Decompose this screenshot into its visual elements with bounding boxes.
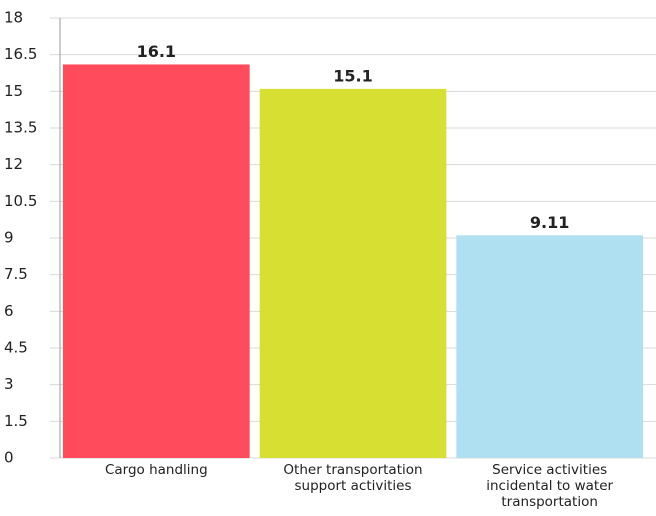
bar	[259, 88, 447, 458]
bar	[63, 64, 250, 458]
y-tick-label: 9	[4, 229, 14, 247]
value-label: 16.1	[137, 42, 176, 61]
y-tick-label: 1.5	[4, 412, 28, 430]
x-tick-label: Service activities incidental to water t…	[486, 462, 614, 510]
value-label: 15.1	[333, 66, 372, 85]
x-tick-label: Other transportation support activities	[283, 462, 423, 494]
y-tick-label: 4.5	[4, 339, 28, 357]
y-tick-label: 18	[4, 9, 23, 27]
value-label: 9.11	[530, 213, 569, 232]
y-tick-label: 13.5	[4, 119, 37, 137]
y-tick-label: 12	[4, 155, 23, 173]
x-tick-label: Cargo handling	[104, 462, 208, 478]
y-tick-label: 10.5	[4, 192, 37, 210]
y-tick-label: 3	[4, 375, 14, 393]
y-tick-label: 7.5	[4, 265, 28, 283]
y-tick-label: 0	[4, 449, 14, 467]
y-tick-label: 6	[4, 302, 14, 320]
bar	[456, 235, 643, 458]
y-tick-label: 15	[4, 82, 23, 100]
y-tick-label: 16.5	[4, 45, 37, 63]
